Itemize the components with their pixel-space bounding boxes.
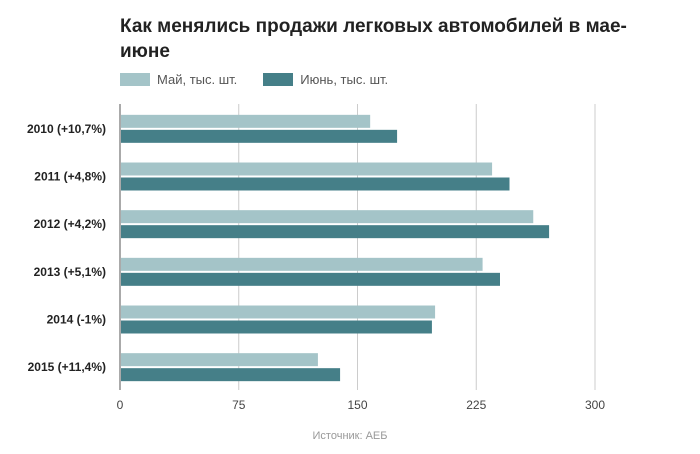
source-note: Источник: АЕБ [312, 430, 388, 442]
bar-may-3 [121, 257, 483, 271]
x-tick-label-75: 75 [232, 398, 246, 412]
x-tick-label-225: 225 [466, 398, 486, 412]
category-label-2: 2012 (+4,2%) [34, 217, 106, 231]
legend-swatch-june [263, 72, 294, 86]
legend-label-june: Июнь, тыс. шт. [300, 71, 389, 87]
category-label-1: 2011 (+4,8%) [34, 170, 106, 184]
bar-may-2 [121, 210, 534, 224]
legend-item-may: Май, тыс. шт. [120, 72, 237, 87]
x-tick-label-300: 300 [585, 398, 605, 412]
bar-june-5 [121, 368, 341, 382]
x-tick-label-150: 150 [347, 398, 367, 412]
legend-item-june: Июнь, тыс. шт. [263, 72, 388, 87]
bar-june-1 [121, 177, 510, 191]
legend-label-may: Май, тыс. шт. [157, 71, 238, 87]
x-tick-label-0: 0 [117, 398, 124, 412]
category-label-4: 2014 (-1%) [47, 313, 106, 327]
category-label-0: 2010 (+10,7%) [27, 122, 106, 136]
bar-june-0 [121, 129, 398, 143]
chart-title: Как менялись продажи легковых автомобиле… [120, 16, 627, 62]
bar-may-5 [121, 353, 318, 367]
bar-june-4 [121, 320, 432, 334]
bar-june-2 [121, 225, 550, 239]
bar-june-3 [121, 272, 500, 286]
category-label-3: 2013 (+5,1%) [34, 265, 106, 279]
bar-may-1 [121, 162, 493, 176]
legend: Май, тыс. шт. Июнь, тыс. шт. [120, 71, 414, 87]
legend-swatch-may [120, 72, 150, 86]
category-label-5: 2015 (+11,4%) [28, 360, 106, 374]
bar-may-4 [121, 305, 436, 319]
bar-may-0 [121, 114, 371, 128]
